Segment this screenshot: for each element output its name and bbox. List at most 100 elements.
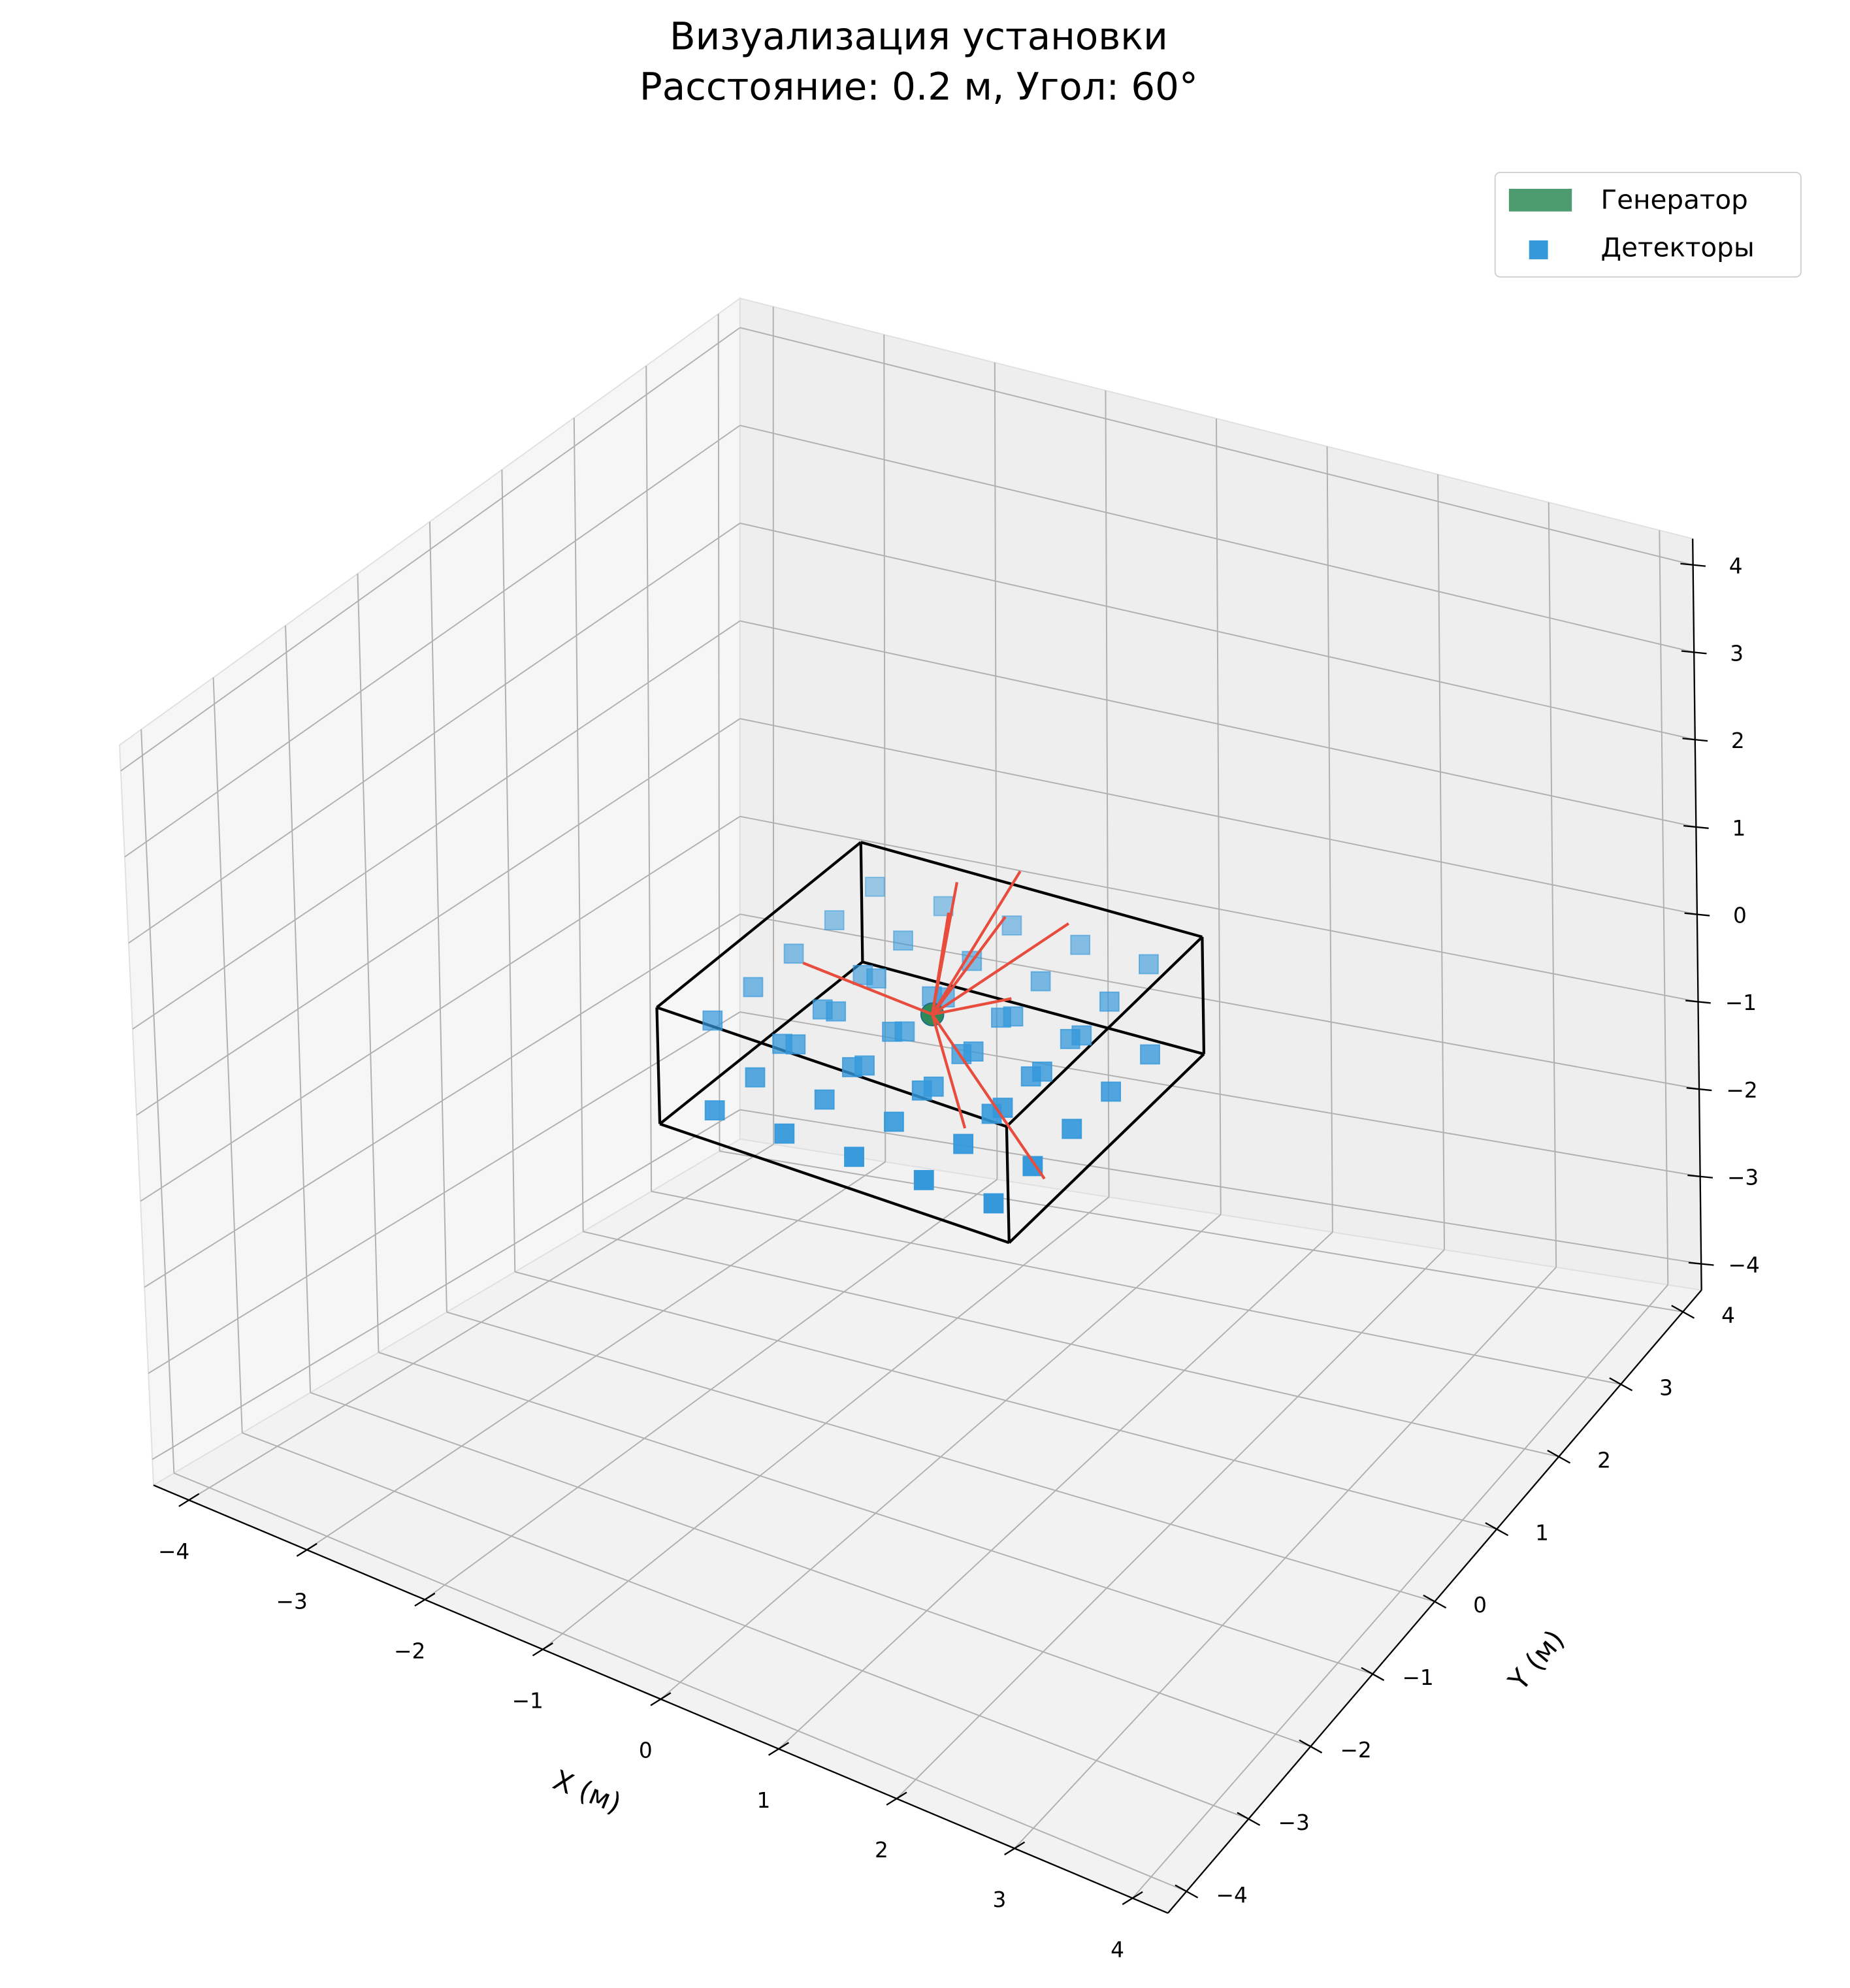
y-tick bbox=[1671, 1305, 1695, 1319]
detector bbox=[844, 1147, 864, 1167]
y-axis-label: Y (м) bbox=[1502, 1623, 1570, 1697]
x-tick-label: 1 bbox=[756, 1788, 770, 1813]
detector bbox=[826, 1001, 847, 1022]
z-tick bbox=[1684, 912, 1710, 917]
box-edge bbox=[1005, 936, 1203, 1128]
z-tick bbox=[1685, 1000, 1711, 1004]
x-tick-label: −1 bbox=[512, 1689, 544, 1714]
grid-line bbox=[515, 1271, 1497, 1530]
ray bbox=[802, 962, 933, 1016]
grid-line bbox=[719, 1150, 1683, 1312]
detector bbox=[704, 1100, 725, 1121]
detector bbox=[1001, 915, 1022, 936]
grid-line bbox=[739, 425, 1695, 653]
rays bbox=[802, 870, 1069, 1180]
detector bbox=[884, 1111, 904, 1132]
detector bbox=[1099, 991, 1120, 1012]
detector bbox=[743, 977, 764, 998]
grid-line bbox=[739, 718, 1698, 915]
grid-line bbox=[128, 522, 741, 944]
y-tick bbox=[1609, 1377, 1633, 1392]
x-tick bbox=[650, 1692, 672, 1706]
ray bbox=[931, 1013, 1046, 1180]
detector bbox=[1003, 1006, 1024, 1027]
grid bbox=[120, 306, 1702, 1899]
x-tick-label: 2 bbox=[875, 1838, 888, 1863]
ray bbox=[932, 922, 1069, 1016]
grid-line bbox=[120, 327, 741, 772]
grid-line bbox=[140, 815, 741, 1202]
z-tick bbox=[1682, 738, 1708, 742]
grid-line bbox=[310, 1392, 1311, 1748]
legend-label: Генератор bbox=[1601, 184, 1748, 215]
legend: Генератор Детекторы bbox=[1494, 171, 1802, 278]
detector bbox=[894, 1021, 915, 1042]
detector bbox=[1140, 1044, 1160, 1065]
x-tick bbox=[886, 1791, 907, 1806]
x-tick-label: −4 bbox=[158, 1539, 189, 1564]
grid-line bbox=[144, 913, 741, 1288]
detector bbox=[854, 1055, 875, 1076]
x-tick bbox=[768, 1742, 790, 1756]
grid-line bbox=[651, 1190, 1621, 1385]
grid-line bbox=[132, 620, 741, 1030]
z-tick-label: 2 bbox=[1731, 728, 1745, 753]
y-tick-label: 0 bbox=[1473, 1593, 1487, 1618]
box-edge bbox=[656, 841, 862, 1009]
detector bbox=[864, 876, 885, 897]
box-edge bbox=[862, 960, 1205, 1056]
y-tick bbox=[1237, 1812, 1261, 1826]
detector bbox=[963, 1041, 984, 1062]
detector bbox=[1070, 934, 1091, 955]
grid-line bbox=[739, 327, 1693, 566]
grid-line bbox=[148, 1011, 741, 1374]
x-tick-label: −3 bbox=[276, 1589, 308, 1614]
z-tick-label: 0 bbox=[1733, 904, 1747, 928]
x-tick bbox=[1122, 1891, 1143, 1906]
grid-line bbox=[739, 522, 1696, 741]
detector bbox=[774, 1123, 795, 1144]
grid-line bbox=[446, 1311, 1435, 1603]
z-tick-label: −2 bbox=[1726, 1078, 1757, 1103]
box-edge bbox=[1201, 937, 1206, 1054]
detector bbox=[893, 930, 913, 951]
y-tick bbox=[1547, 1450, 1571, 1464]
z-tick-label: −1 bbox=[1725, 990, 1757, 1015]
chart-title: Визуализация установки bbox=[670, 14, 1168, 58]
y-tick-label: −2 bbox=[1340, 1738, 1371, 1763]
panes bbox=[119, 297, 1703, 1914]
y-tick-label: 2 bbox=[1597, 1448, 1611, 1473]
detector bbox=[824, 910, 845, 930]
grid-line bbox=[124, 425, 741, 858]
x-tick bbox=[1004, 1841, 1026, 1855]
y-tick-label: −4 bbox=[1216, 1883, 1248, 1908]
detector bbox=[923, 1076, 944, 1097]
z-tick-label: 4 bbox=[1729, 554, 1743, 579]
box-edge bbox=[859, 842, 864, 962]
z-tick bbox=[1683, 824, 1709, 829]
detectors bbox=[702, 876, 1160, 1214]
legend-swatch bbox=[1529, 240, 1548, 259]
y-tick-label: 4 bbox=[1721, 1303, 1735, 1328]
detector bbox=[745, 1067, 766, 1088]
y-tick-label: 3 bbox=[1659, 1376, 1673, 1401]
detector bbox=[1139, 954, 1159, 975]
y-tick-label: −1 bbox=[1402, 1665, 1433, 1690]
grid-line bbox=[378, 1352, 1373, 1675]
z-tick bbox=[1681, 650, 1707, 655]
detector bbox=[1071, 1025, 1092, 1046]
grid-line bbox=[739, 815, 1698, 1003]
y-tick bbox=[1299, 1739, 1323, 1753]
legend-swatch bbox=[1508, 189, 1572, 212]
grid-line bbox=[739, 1109, 1702, 1265]
ray bbox=[932, 997, 1012, 1016]
box-edge bbox=[860, 841, 1203, 939]
box-edge bbox=[1005, 1126, 1011, 1243]
x-tick bbox=[178, 1493, 200, 1507]
x-axis-label: X (м) bbox=[549, 1764, 626, 1820]
grid-line bbox=[242, 1432, 1249, 1820]
x-tick bbox=[532, 1642, 553, 1657]
detector bbox=[1031, 1061, 1052, 1082]
grid-line bbox=[136, 718, 741, 1116]
detector bbox=[1062, 1118, 1082, 1139]
